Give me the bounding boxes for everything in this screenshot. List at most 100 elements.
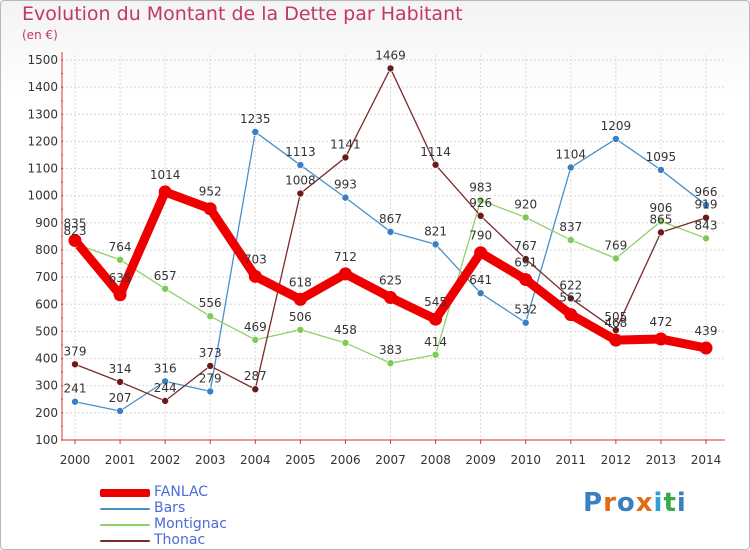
data-point-bars (657, 166, 665, 174)
data-point-bars (566, 163, 575, 172)
x-tick-label: 2010 (510, 453, 541, 467)
data-label-fanlac: 468 (604, 316, 627, 330)
data-point-fanlac (564, 308, 578, 322)
data-label-thonac: 1008 (285, 174, 316, 188)
data-label-bars: 316 (154, 361, 177, 375)
data-point-thonac (206, 362, 215, 370)
legend-item-bars: Bars (100, 500, 300, 516)
data-label-fanlac: 472 (649, 315, 672, 329)
data-label-thonac: 379 (64, 344, 87, 358)
data-label-fanlac: 712 (334, 250, 357, 264)
data-point-montignac (296, 325, 305, 334)
data-label-bars: 1113 (285, 145, 316, 159)
data-point-montignac (657, 217, 665, 226)
x-tick-label: 2002 (150, 453, 181, 467)
y-tick-label: 1300 (27, 107, 58, 121)
x-tick-label: 2008 (420, 453, 451, 467)
data-label-montignac: 556 (199, 296, 222, 310)
data-label-montignac: 506 (289, 310, 312, 324)
data-label-bars: 1235 (240, 112, 271, 126)
data-point-thonac (71, 360, 79, 369)
data-label-thonac: 373 (199, 346, 222, 360)
legend-item-fanlac: FANLAC (100, 484, 300, 500)
data-label-fanlac: 618 (289, 275, 312, 289)
data-label-montignac: 920 (514, 197, 537, 211)
data-point-thonac (657, 228, 665, 237)
data-label-thonac: 767 (514, 239, 537, 253)
data-label-bars: 966 (695, 185, 718, 199)
data-label-montignac: 823 (64, 224, 87, 238)
data-label-bars: 1095 (646, 150, 677, 164)
data-label-fanlac: 635 (109, 271, 132, 285)
data-point-bars (341, 193, 350, 202)
y-tick-label: 700 (35, 270, 58, 284)
data-label-montignac: 414 (424, 335, 447, 349)
logo-letter: r (603, 488, 617, 518)
data-label-fanlac: 1014 (150, 168, 181, 182)
data-point-thonac (161, 397, 169, 405)
y-tick-label: 800 (35, 243, 58, 257)
data-label-thonac: 505 (604, 310, 627, 324)
data-label-fanlac: 691 (514, 256, 537, 270)
y-tick-label: 1500 (27, 53, 58, 67)
legend-item-thonac: Thonac (100, 532, 300, 548)
data-point-montignac (251, 336, 260, 344)
data-point-fanlac (158, 185, 172, 199)
legend-swatch (100, 524, 150, 526)
x-tick-label: 2001 (105, 453, 136, 467)
data-label-thonac: 1114 (420, 145, 451, 159)
x-tick-label: 2007 (375, 453, 406, 467)
x-tick-label: 2012 (601, 453, 632, 467)
data-label-bars: 1104 (556, 147, 587, 161)
logo-letter: P (583, 488, 604, 518)
data-point-bars (206, 387, 215, 396)
data-label-montignac: 843 (695, 218, 718, 232)
y-tick-label: 1400 (27, 80, 58, 94)
data-point-bars (251, 128, 260, 136)
chart-legend: FANLAC Bars Montignac Thonac (100, 484, 300, 548)
data-point-thonac (521, 255, 530, 263)
data-label-fanlac: 952 (199, 185, 222, 199)
data-point-fanlac (68, 234, 82, 247)
data-label-montignac: 837 (559, 220, 582, 234)
data-label-thonac: 287 (244, 369, 267, 383)
data-label-bars: 641 (469, 273, 492, 287)
data-label-thonac: 314 (109, 362, 132, 376)
data-point-fanlac (113, 288, 127, 302)
x-tick-label: 2005 (285, 453, 316, 467)
legend-label: Bars (154, 500, 186, 516)
data-point-montignac (431, 350, 440, 359)
y-tick-label: 900 (35, 216, 58, 230)
y-tick-label: 1200 (27, 134, 58, 148)
data-label-bars: 1209 (601, 119, 632, 133)
data-point-fanlac (699, 341, 713, 355)
data-label-fanlac: 835 (64, 217, 87, 231)
logo-letter: x (635, 488, 654, 518)
data-point-fanlac (384, 291, 397, 304)
y-tick-label: 400 (35, 352, 58, 366)
data-label-thonac: 1141 (330, 137, 361, 151)
data-point-montignac (566, 236, 575, 244)
data-point-montignac (116, 255, 124, 264)
y-axis-unit-label: (en €) (22, 28, 58, 42)
legend-label: FANLAC (154, 484, 209, 500)
data-label-fanlac: 703 (244, 252, 267, 266)
data-point-bars (386, 228, 395, 236)
logo-letter: i (676, 488, 687, 518)
data-point-fanlac (654, 332, 668, 346)
x-tick-label: 2006 (330, 453, 361, 467)
data-point-bars (71, 397, 79, 406)
legend-swatch (100, 540, 150, 542)
legend-label: Thonac (154, 532, 206, 548)
data-label-montignac: 657 (154, 269, 177, 283)
data-point-montignac (386, 359, 395, 367)
data-label-bars: 207 (109, 391, 132, 405)
x-tick-label: 2011 (556, 453, 587, 467)
data-point-thonac (251, 385, 260, 394)
chart-title: Evolution du Montant de la Dette par Hab… (22, 3, 463, 25)
data-label-montignac: 469 (244, 320, 267, 334)
data-label-bars: 241 (64, 382, 87, 396)
x-tick-label: 2014 (691, 453, 722, 467)
data-point-bars (612, 135, 620, 143)
